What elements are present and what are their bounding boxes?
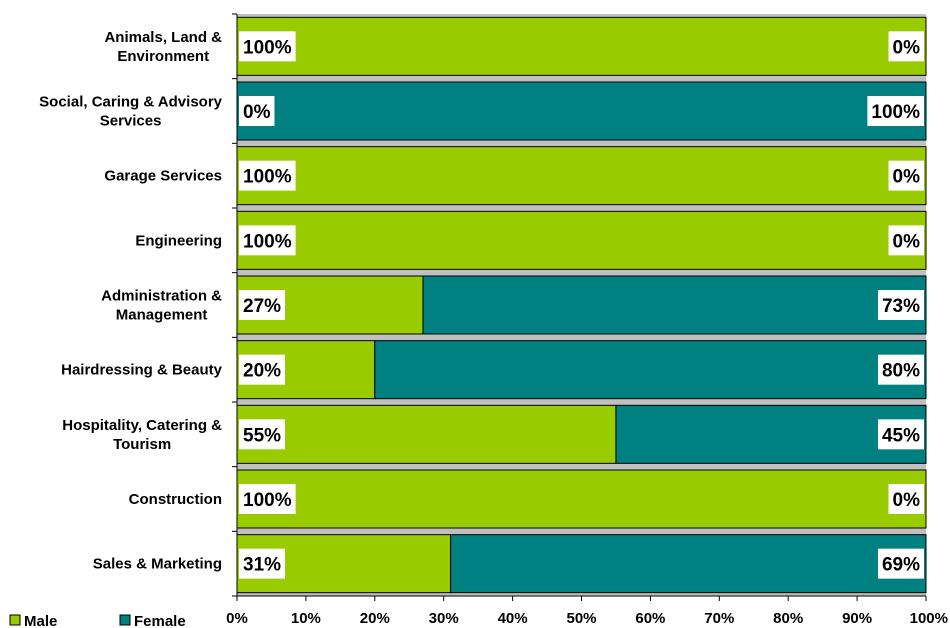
data-label-box <box>888 160 924 191</box>
data-label-male: 31% <box>243 555 281 576</box>
legend-swatch-female <box>119 614 131 626</box>
bar-male <box>236 210 927 270</box>
data-label-box <box>888 484 924 514</box>
data-label-female: 80% <box>882 361 920 382</box>
data-label-box <box>239 225 296 256</box>
legend: Male Female <box>9 613 186 628</box>
bar-male <box>236 469 927 529</box>
bars-group <box>236 16 927 594</box>
data-label-male: 100% <box>243 37 292 58</box>
data-label-box <box>239 290 286 320</box>
legend-label-female: Female <box>134 613 186 628</box>
data-label-female: 73% <box>882 296 920 317</box>
data-label-male: 0% <box>243 102 271 123</box>
x-tick-label: 60% <box>635 610 665 627</box>
bar-female <box>374 340 927 400</box>
data-label-box <box>877 548 924 579</box>
data-label-box <box>888 31 924 62</box>
category-label: Management <box>116 307 208 324</box>
category-label: Administration & <box>101 288 222 305</box>
data-label-male: 100% <box>243 167 292 188</box>
axis-group <box>232 13 927 601</box>
legend-label-male: Male <box>24 613 57 628</box>
data-label-box <box>867 96 924 126</box>
category-label: Engineering <box>135 232 222 249</box>
x-tick-label: 20% <box>360 610 390 627</box>
category-label: Sales & Marketing <box>93 556 222 573</box>
data-label-female: 0% <box>893 37 921 58</box>
x-tick-label: 90% <box>842 610 872 627</box>
data-label-female: 100% <box>871 102 920 123</box>
x-tick-label: 30% <box>429 610 459 627</box>
data-label-male: 55% <box>243 425 281 446</box>
data-label-male: 27% <box>243 296 281 317</box>
data-label-female: 0% <box>893 490 921 511</box>
x-tick-label: 0% <box>226 610 248 627</box>
category-label: Garage Services <box>104 168 222 185</box>
data-label-female: 69% <box>882 555 920 576</box>
x-tick-label: 80% <box>773 610 803 627</box>
x-tick-label: 50% <box>566 610 596 627</box>
data-label-female: 0% <box>893 231 921 252</box>
data-label-male: 20% <box>243 361 281 382</box>
bar-female <box>236 81 927 141</box>
data-label-box <box>877 290 924 320</box>
x-tick-labels-group: 0% 10% 20% 30% 40% 50% 60% 70% 80% 90% 100% <box>226 610 948 627</box>
data-label-box <box>239 160 296 191</box>
bar-female <box>615 404 927 464</box>
category-label: Tourism <box>113 436 171 453</box>
data-label-female: 45% <box>882 425 920 446</box>
category-label: Hospitality, Catering & <box>62 417 222 434</box>
x-tick-label: 70% <box>704 610 734 627</box>
data-label-female: 0% <box>893 167 921 188</box>
bar-female <box>450 534 927 594</box>
category-label: Services <box>100 113 162 130</box>
legend-swatch-male <box>9 614 21 626</box>
bar-male <box>236 146 927 206</box>
category-label: Construction <box>129 491 222 508</box>
data-label-box <box>239 419 286 450</box>
data-label-male: 100% <box>243 231 292 252</box>
data-label-box <box>239 354 286 385</box>
data-label-box <box>239 548 286 579</box>
data-label-male: 100% <box>243 490 292 511</box>
data-label-box <box>239 31 296 62</box>
bar-male <box>236 16 927 76</box>
x-tick-label: 100% <box>910 610 948 627</box>
category-label: Social, Caring & Advisory <box>39 94 222 111</box>
data-label-box <box>888 225 924 256</box>
x-tick-label: 40% <box>498 610 528 627</box>
category-label: Animals, Land & <box>104 29 222 46</box>
category-label: Hairdressing & Beauty <box>61 362 223 379</box>
category-label: Environment <box>117 48 209 65</box>
data-labels-group: 100% 0% 0% 100% 100% 0% 100% 0% 27% 73% 20% 80% 55% 4… <box>239 31 924 579</box>
data-label-box <box>877 354 924 385</box>
data-label-box <box>877 419 924 450</box>
x-tick-label: 10% <box>291 610 321 627</box>
data-label-box <box>239 96 275 126</box>
category-labels-group: Animals, Land & Environment Social, Caring… <box>39 29 222 573</box>
bar-male <box>236 404 617 464</box>
bar-female <box>422 275 927 335</box>
data-label-box <box>239 484 296 514</box>
